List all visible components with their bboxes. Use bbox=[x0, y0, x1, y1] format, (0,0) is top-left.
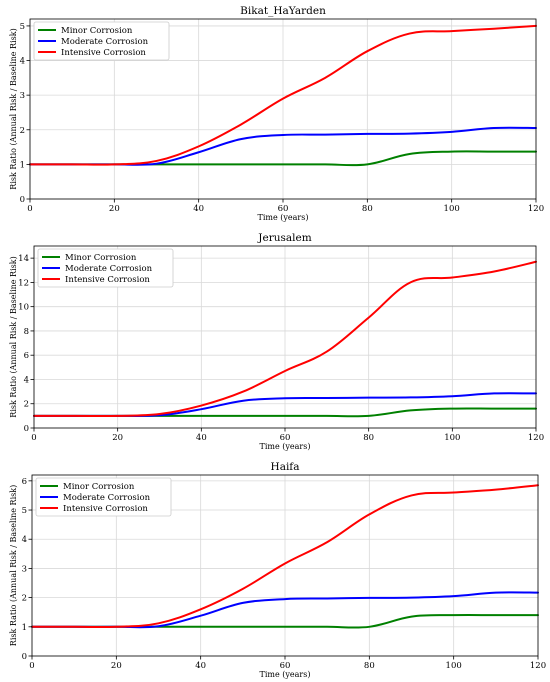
y-axis-label: Risk Ratio (Annual Risk / Baseline Risk) bbox=[9, 28, 18, 189]
x-tick-label: 40 bbox=[193, 204, 204, 214]
x-tick-label: 0 bbox=[29, 661, 34, 671]
legend-label: Intensive Corrosion bbox=[65, 275, 150, 285]
x-tick-label: 20 bbox=[112, 433, 123, 443]
y-tick-label: 12 bbox=[18, 278, 29, 288]
y-tick-label: 8 bbox=[24, 327, 29, 337]
legend-box bbox=[33, 21, 170, 61]
x-tick-label: 20 bbox=[111, 661, 122, 671]
y-tick-label: 0 bbox=[20, 195, 25, 205]
x-tick-label: 100 bbox=[444, 204, 460, 214]
series-line-intensive-corrosion bbox=[31, 484, 539, 629]
chart-title: Jerusalem bbox=[257, 232, 311, 244]
series-line-intensive-corrosion bbox=[33, 260, 537, 418]
x-tick-label: 60 bbox=[280, 433, 291, 443]
legend-label: Intensive Corrosion bbox=[63, 504, 148, 514]
y-tick-label: 0 bbox=[24, 424, 29, 434]
legend-box bbox=[37, 248, 174, 288]
y-tick-label: 1 bbox=[20, 160, 25, 170]
x-tick-label: 60 bbox=[280, 661, 291, 671]
x-tick-label: 120 bbox=[530, 661, 546, 671]
x-tick-label: 100 bbox=[446, 661, 462, 671]
x-axis-label: Time (years) bbox=[258, 213, 309, 222]
legend-label: Minor Corrosion bbox=[63, 482, 135, 492]
y-tick-label: 5 bbox=[22, 506, 27, 516]
y-tick-label: 5 bbox=[20, 22, 25, 32]
x-tick-label: 80 bbox=[363, 433, 374, 443]
x-tick-label: 0 bbox=[27, 204, 32, 214]
x-tick-label: 120 bbox=[528, 433, 544, 443]
chart-2: 0 20 40 60 80 100 120 0 2 4 6 8 10 12 14 Jerusalem Time … bbox=[9, 232, 544, 451]
chart-title: Haifa bbox=[271, 461, 300, 473]
y-tick-label: 10 bbox=[18, 303, 29, 313]
chart-1: 0 20 40 60 80 100 120 0 1 2 3 4 5 Bikat_HaYarden Time … bbox=[9, 5, 544, 222]
y-axis-label: Risk Ratio (Annual Risk / Baseline Risk) bbox=[9, 256, 18, 417]
y-tick-label: 6 bbox=[22, 477, 27, 487]
y-tick-label: 2 bbox=[20, 126, 25, 136]
legend-label: Minor Corrosion bbox=[65, 253, 137, 263]
legend-label: Moderate Corrosion bbox=[61, 37, 149, 47]
y-tick-label: 4 bbox=[24, 375, 29, 385]
x-axis-label: Time (years) bbox=[260, 670, 311, 679]
legend-box bbox=[35, 477, 172, 517]
y-tick-label: 0 bbox=[22, 652, 27, 662]
legend-label: Minor Corrosion bbox=[61, 26, 133, 36]
y-axis-label: Risk Ratio (Annual Risk / Baseline Risk) bbox=[9, 485, 18, 646]
legend-label: Moderate Corrosion bbox=[65, 264, 153, 274]
x-tick-label: 100 bbox=[444, 433, 460, 443]
y-tick-label: 3 bbox=[22, 564, 27, 574]
y-tick-label: 1 bbox=[22, 623, 27, 633]
legend-label: Intensive Corrosion bbox=[61, 48, 146, 58]
legend-label: Moderate Corrosion bbox=[63, 493, 151, 503]
y-tick-label: 3 bbox=[20, 91, 25, 101]
x-tick-label: 20 bbox=[109, 204, 120, 214]
y-tick-label: 6 bbox=[24, 351, 29, 361]
y-tick-label: 2 bbox=[22, 594, 27, 604]
chart-3: 0 20 40 60 80 100 120 0 1 2 3 4 5 6 Haifa Time (years) R… bbox=[9, 461, 546, 679]
x-tick-label: 40 bbox=[196, 433, 207, 443]
y-tick-label: 2 bbox=[24, 400, 29, 410]
chart-title: Bikat_HaYarden bbox=[240, 5, 326, 17]
y-tick-label: 4 bbox=[20, 57, 25, 67]
x-tick-label: 80 bbox=[364, 661, 375, 671]
y-tick-label: 4 bbox=[22, 535, 27, 545]
x-tick-label: 40 bbox=[195, 661, 206, 671]
y-tick-label: 14 bbox=[18, 254, 29, 264]
x-tick-label: 60 bbox=[278, 204, 289, 214]
x-axis-label: Time (years) bbox=[260, 442, 311, 451]
x-tick-label: 80 bbox=[362, 204, 373, 214]
series-line-intensive-corrosion bbox=[29, 24, 537, 166]
x-tick-label: 120 bbox=[528, 204, 544, 214]
x-tick-label: 0 bbox=[31, 433, 36, 443]
